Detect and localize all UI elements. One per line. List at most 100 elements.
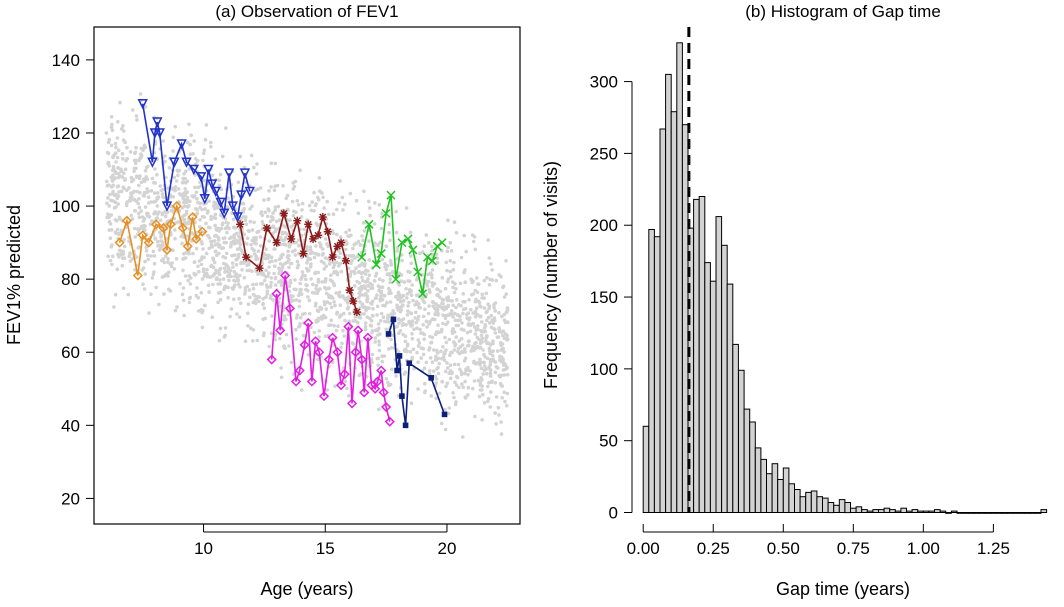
background-point (187, 167, 191, 171)
background-point (501, 346, 506, 351)
background-point (109, 125, 114, 129)
data-point (272, 238, 281, 247)
histogram-bar (827, 502, 835, 514)
data-point (406, 360, 413, 367)
background-point (466, 385, 471, 390)
background-point (139, 180, 144, 185)
background-point (463, 371, 467, 376)
background-point (226, 196, 230, 200)
background-point (273, 332, 278, 337)
data-point (318, 391, 330, 402)
background-point (161, 195, 166, 200)
background-point (217, 244, 221, 249)
background-point (235, 312, 239, 316)
background-point (312, 190, 316, 195)
x-tick-label: 0.25 (697, 539, 730, 558)
background-point (173, 124, 178, 129)
background-point (372, 222, 377, 226)
background-point (394, 294, 398, 299)
background-point (137, 197, 141, 201)
background-point (479, 333, 484, 338)
background-point (299, 288, 303, 292)
background-point (216, 205, 220, 210)
background-point (258, 235, 263, 239)
y-tick-label: 80 (61, 270, 80, 289)
background-point (288, 294, 293, 298)
background-point (377, 288, 381, 293)
background-point (153, 167, 157, 171)
background-point (499, 432, 504, 436)
background-point (260, 220, 265, 224)
background-point (171, 149, 175, 153)
background-point (273, 283, 278, 287)
background-point (137, 183, 141, 188)
background-point (258, 244, 263, 248)
background-point (200, 310, 204, 315)
background-point (441, 313, 445, 318)
background-point (453, 380, 457, 385)
data-point (227, 201, 238, 212)
background-point (223, 284, 228, 289)
background-point (436, 371, 441, 376)
background-point (460, 321, 464, 325)
background-point (417, 302, 421, 306)
background-point (247, 288, 252, 292)
background-point (228, 268, 233, 273)
background-point (394, 230, 399, 235)
background-point (384, 377, 389, 381)
background-point (364, 280, 368, 284)
background-point (267, 344, 272, 349)
background-point (327, 295, 331, 300)
background-point (268, 296, 273, 300)
background-point (229, 242, 233, 247)
histogram-bar (1029, 512, 1036, 514)
background-point (146, 201, 151, 205)
background-point (485, 372, 489, 376)
background-point (196, 296, 201, 300)
histogram-bar (833, 504, 840, 513)
background-point (499, 359, 504, 364)
data-point (132, 270, 143, 281)
background-point (315, 223, 320, 228)
background-point (306, 288, 310, 293)
histogram-bar (1012, 512, 1020, 514)
histogram-bar (822, 497, 829, 514)
background-point (132, 189, 136, 194)
background-point (370, 283, 375, 287)
background-point (319, 306, 324, 311)
data-point (441, 411, 448, 418)
background-point (403, 370, 408, 375)
background-point (400, 304, 405, 308)
background-point (505, 307, 510, 311)
background-point (224, 126, 228, 130)
background-point (387, 230, 391, 235)
background-point (209, 239, 213, 244)
background-point (233, 283, 237, 287)
background-point (110, 128, 115, 133)
background-point (411, 298, 415, 303)
background-point (173, 308, 178, 313)
background-point (469, 307, 473, 312)
background-point (283, 314, 287, 318)
background-point (471, 344, 475, 349)
data-point (318, 213, 327, 222)
background-point (225, 225, 230, 229)
background-point (204, 251, 209, 256)
background-point (378, 332, 382, 336)
background-point (405, 343, 410, 348)
background-point (505, 391, 510, 396)
histogram-bar (922, 510, 930, 514)
background-point (489, 313, 494, 318)
background-point (345, 241, 349, 246)
background-point (461, 292, 466, 296)
background-point (315, 357, 320, 362)
background-point (134, 114, 139, 118)
background-point (185, 204, 190, 209)
background-point (265, 289, 270, 294)
background-point (116, 184, 121, 188)
data-point (323, 354, 334, 365)
background-point (381, 279, 385, 283)
background-point (360, 234, 364, 238)
